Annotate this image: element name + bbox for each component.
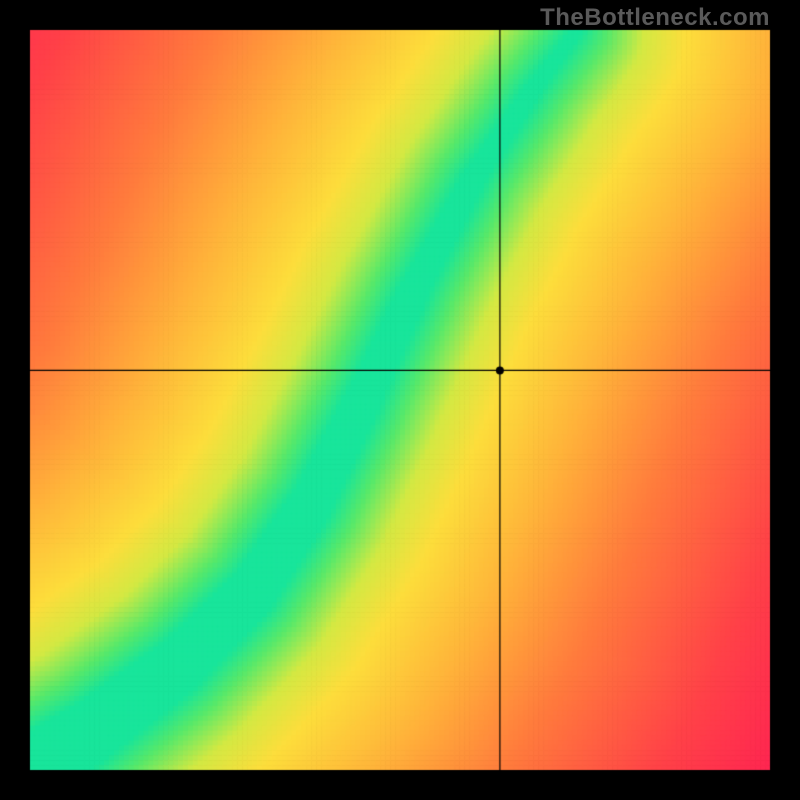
watermark-text: TheBottleneck.com (540, 4, 770, 32)
bottleneck-heatmap-chart (0, 0, 800, 800)
